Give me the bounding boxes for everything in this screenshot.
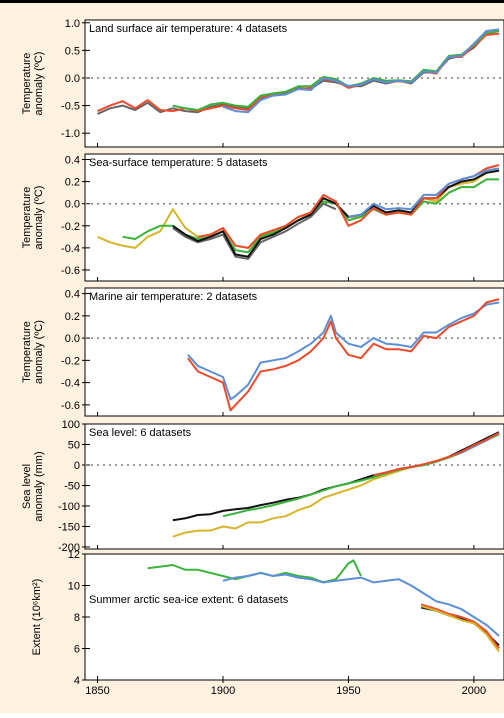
panel-3: -0.6 -0.4 -0.2 0.0 0.2 0.4 Marine air temperat… xyxy=(21,287,504,417)
y-tick-label: -100 xyxy=(58,501,80,513)
y-tick-label: 0.2 xyxy=(65,311,80,323)
series-line-5 xyxy=(373,432,500,477)
panel-title: Sea level: 6 datasets xyxy=(89,427,192,439)
y-axis-label: anomaly (ºC) xyxy=(33,186,45,250)
y-tick-label: -150 xyxy=(58,521,80,533)
y-tick-label: 8 xyxy=(74,612,80,624)
x-tick-label: 1850 xyxy=(85,685,109,697)
y-tick-label: -0.4 xyxy=(61,243,80,255)
panel-title: Marine air temperature: 2 datasets xyxy=(89,291,258,303)
y-tick-label: -200 xyxy=(58,542,80,554)
y-tick-label: 0.0 xyxy=(65,73,80,85)
y-tick-label: 0 xyxy=(74,460,80,472)
y-tick-label: 0.4 xyxy=(65,155,80,167)
y-tick-label: -0.6 xyxy=(61,400,80,412)
y-tick-label: -0.2 xyxy=(61,355,80,367)
y-axis-label: anomaly (mm) xyxy=(33,451,45,521)
series-line-1 xyxy=(187,301,500,401)
panel-5: 4 6 8 10 12 Summer arctic sea-ice extent: 6 d… xyxy=(31,549,504,687)
x-tick-label: 1950 xyxy=(336,685,360,697)
panel-2: -0.6 -0.4 -0.2 0.0 0.2 0.4 Sea-surface tempera… xyxy=(21,153,504,282)
plot-area xyxy=(84,423,504,550)
x-tick-label: 1900 xyxy=(211,685,235,697)
series-line-6 xyxy=(348,167,500,218)
y-axis-label: Temperature xyxy=(21,53,33,115)
panel-1: -1.0 -0.5 0.0 0.5 1.0 Land surface air temper… xyxy=(21,18,504,148)
y-tick-label: 10 xyxy=(68,581,80,593)
series-line-4 xyxy=(222,28,500,114)
y-tick-label: -0.4 xyxy=(61,378,80,390)
series-line-2 xyxy=(187,298,500,412)
y-tick-label: 100 xyxy=(62,419,80,431)
plot-area xyxy=(84,553,504,681)
panel-title: Land surface air temperature: 4 datasets xyxy=(89,23,288,35)
y-tick-label: -50 xyxy=(64,480,80,492)
y-tick-label: -1.0 xyxy=(61,128,80,140)
panel-title: Summer arctic sea-ice extent: 6 datasets xyxy=(89,594,289,606)
y-tick-label: 0.5 xyxy=(65,45,80,57)
panel-title: Sea-surface temperature: 5 datasets xyxy=(89,157,268,169)
y-axis-label: Extent (10⁶km²) xyxy=(31,579,43,656)
y-axis-label: anomaly (ºC) xyxy=(33,52,45,116)
y-tick-label: 0.0 xyxy=(65,199,80,211)
y-tick-label: 4 xyxy=(74,675,80,687)
y-tick-label: 0.2 xyxy=(65,177,80,189)
y-tick-label: -0.6 xyxy=(61,265,80,277)
panel-4: -200 -150 -100 -50 0 50 100 Sea level: 6 datase… xyxy=(21,419,504,554)
plot-area xyxy=(84,153,504,282)
y-tick-label: -0.5 xyxy=(61,101,80,113)
top-rule xyxy=(0,0,504,3)
series-line-4 xyxy=(420,603,500,650)
y-tick-label: 0.4 xyxy=(65,289,80,301)
series-line-2 xyxy=(222,571,500,637)
series-line-4 xyxy=(172,169,500,258)
series-line-3 xyxy=(172,202,337,260)
plot-area xyxy=(84,287,504,417)
y-tick-label: 12 xyxy=(68,549,80,561)
y-axis-label: Temperature xyxy=(21,187,33,249)
series-line-5 xyxy=(420,605,500,653)
y-tick-label: 0.0 xyxy=(65,333,80,345)
x-tick-label: 2000 xyxy=(462,685,486,697)
y-tick-label: 50 xyxy=(68,439,80,451)
plot-area xyxy=(84,19,504,148)
y-axis-label: Temperature xyxy=(21,321,33,383)
y-axis-label: Sea level xyxy=(21,464,33,509)
y-tick-label: 6 xyxy=(74,644,80,656)
y-tick-label: 1.0 xyxy=(65,18,80,30)
y-tick-label: -0.2 xyxy=(61,221,80,233)
y-axis-label: anomaly (ºC) xyxy=(33,320,45,384)
